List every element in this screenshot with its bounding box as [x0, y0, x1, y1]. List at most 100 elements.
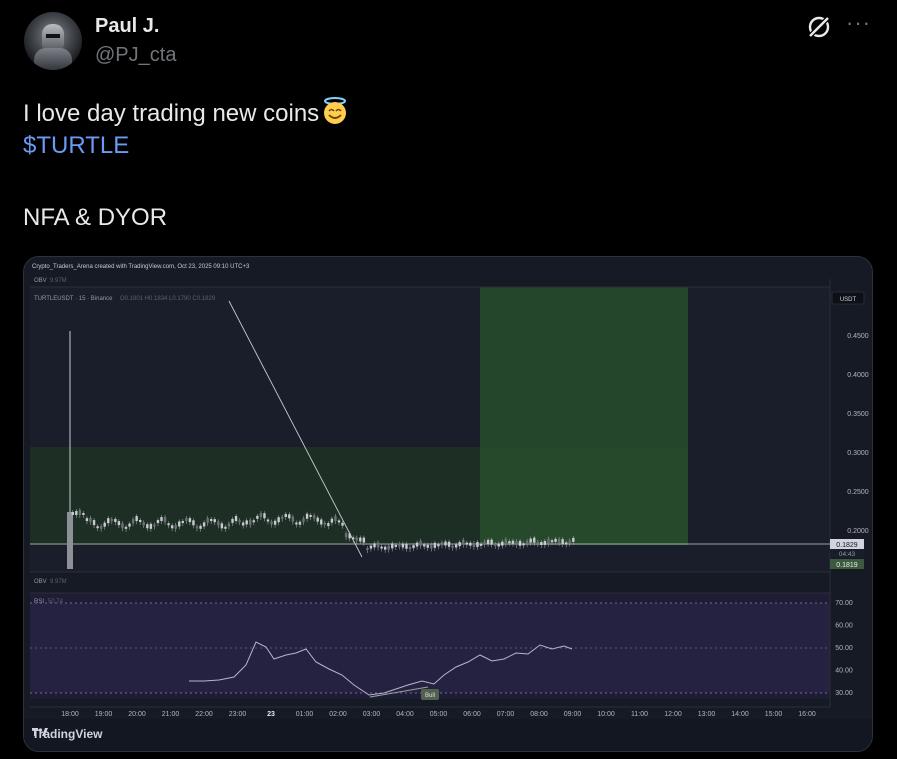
- more-options-icon[interactable]: ···: [846, 10, 871, 35]
- candle-body: [78, 510, 82, 515]
- obv-top-label: OBV: [34, 278, 47, 284]
- candle-body: [504, 539, 508, 545]
- rsi-tick-label: 60.00: [835, 623, 853, 630]
- price-tick-label: 0.2500: [847, 489, 869, 496]
- candle-body: [185, 518, 188, 522]
- time-tick-label: 08:00: [530, 711, 548, 718]
- rsi-tick-label: 50.00: [835, 645, 853, 652]
- candle-body: [146, 524, 149, 529]
- tradingview-footer: TradingView: [24, 719, 872, 751]
- candle-body: [245, 520, 248, 525]
- time-tick-label: 16:00: [798, 711, 816, 718]
- candle-body: [202, 522, 206, 527]
- candle-body: [483, 541, 486, 545]
- time-tick-label: 09:00: [564, 711, 582, 718]
- candle-body: [71, 512, 74, 515]
- rsi-marker-badge: [421, 689, 439, 700]
- tradingview-chart: Bull Crypto_Traders_Arena created with T…: [24, 257, 872, 751]
- candle-body: [96, 526, 99, 529]
- candle-body: [415, 542, 419, 547]
- candle-body: [373, 543, 376, 548]
- price-axis: 0.4500 0.4000 0.3500 0.3000 0.2500 0.2000: [847, 333, 869, 535]
- candle-body: [149, 523, 153, 529]
- candle-body: [348, 533, 351, 539]
- cashtag-link[interactable]: $TURTLE: [23, 132, 130, 159]
- candle-body: [139, 519, 142, 522]
- time-tick-label: 21:00: [162, 711, 180, 718]
- candle-body: [224, 526, 227, 529]
- candle-body: [213, 519, 216, 523]
- candle-body: [181, 520, 184, 523]
- candle-body: [387, 545, 390, 550]
- candle-body: [199, 525, 202, 529]
- candle-body: [170, 525, 174, 529]
- rsi-tick-label: 70.00: [835, 600, 853, 607]
- candle-body: [376, 542, 380, 548]
- candle-body: [426, 544, 429, 548]
- candle-body: [568, 540, 571, 544]
- grok-icon[interactable]: [806, 14, 832, 40]
- candle-body: [302, 518, 305, 523]
- chart-image[interactable]: Bull Crypto_Traders_Arena created with T…: [23, 256, 873, 752]
- candle-body: [529, 538, 532, 543]
- candle-body: [103, 522, 106, 527]
- price-tick-label: 0.4000: [847, 372, 869, 379]
- time-tick-label: 15:00: [765, 711, 783, 718]
- candle-body: [525, 540, 529, 544]
- candle-body: [444, 541, 447, 546]
- candle-body: [430, 544, 433, 549]
- candle-body: [220, 523, 224, 529]
- price-tick-label: 0.4500: [847, 333, 869, 340]
- candle-body: [259, 513, 263, 518]
- candle-body: [231, 518, 234, 523]
- candle-body: [277, 517, 280, 523]
- currency-label[interactable]: USDT: [840, 297, 857, 303]
- candle-body: [383, 546, 387, 550]
- candle-body: [501, 541, 504, 546]
- candle-body: [423, 544, 426, 547]
- candle-body: [210, 519, 213, 522]
- price-tick-label: 0.3000: [847, 450, 869, 457]
- candle-body: [128, 523, 131, 527]
- candle-body: [153, 524, 156, 527]
- candle-body: [241, 522, 245, 526]
- author-handle[interactable]: @PJ_cta: [95, 44, 177, 66]
- candle-body: [320, 519, 323, 525]
- candle-body: [369, 545, 373, 549]
- armor-graphic: [34, 48, 72, 70]
- candle-body: [142, 522, 145, 526]
- candle-body: [412, 545, 415, 549]
- candle-body: [547, 538, 550, 544]
- candle-body: [312, 515, 316, 519]
- candle-body: [359, 537, 362, 542]
- candle-body: [337, 520, 341, 523]
- avatar[interactable]: [24, 12, 82, 70]
- candle-body: [472, 542, 476, 547]
- time-tick-label: 13:00: [698, 711, 716, 718]
- candle-body: [295, 522, 298, 525]
- candle-body: [344, 533, 348, 538]
- candle-body: [462, 539, 465, 545]
- candle-body: [160, 517, 163, 522]
- obv-top-value: 9.97M: [50, 278, 67, 284]
- candle-body: [288, 514, 291, 519]
- candle-body: [323, 522, 326, 525]
- candle-body: [85, 518, 89, 522]
- time-tick-label: 10:00: [597, 711, 615, 718]
- candle-body: [511, 540, 515, 544]
- tradingview-brand[interactable]: TradingView: [32, 727, 102, 741]
- candle-body: [362, 537, 366, 543]
- author-name[interactable]: Paul J.: [95, 15, 160, 37]
- candle-body: [227, 523, 231, 527]
- candle-body: [281, 516, 284, 519]
- tweet-text-line-1: I love day trading new coins: [23, 96, 350, 128]
- candle-body: [398, 543, 401, 547]
- candle-body: [476, 542, 479, 548]
- candle-body: [490, 539, 493, 545]
- candle-body: [440, 542, 444, 546]
- candle-body: [256, 515, 259, 519]
- candle-body: [266, 519, 270, 522]
- candle-body: [408, 547, 412, 550]
- candle-body: [206, 517, 209, 523]
- candle-body: [117, 521, 121, 526]
